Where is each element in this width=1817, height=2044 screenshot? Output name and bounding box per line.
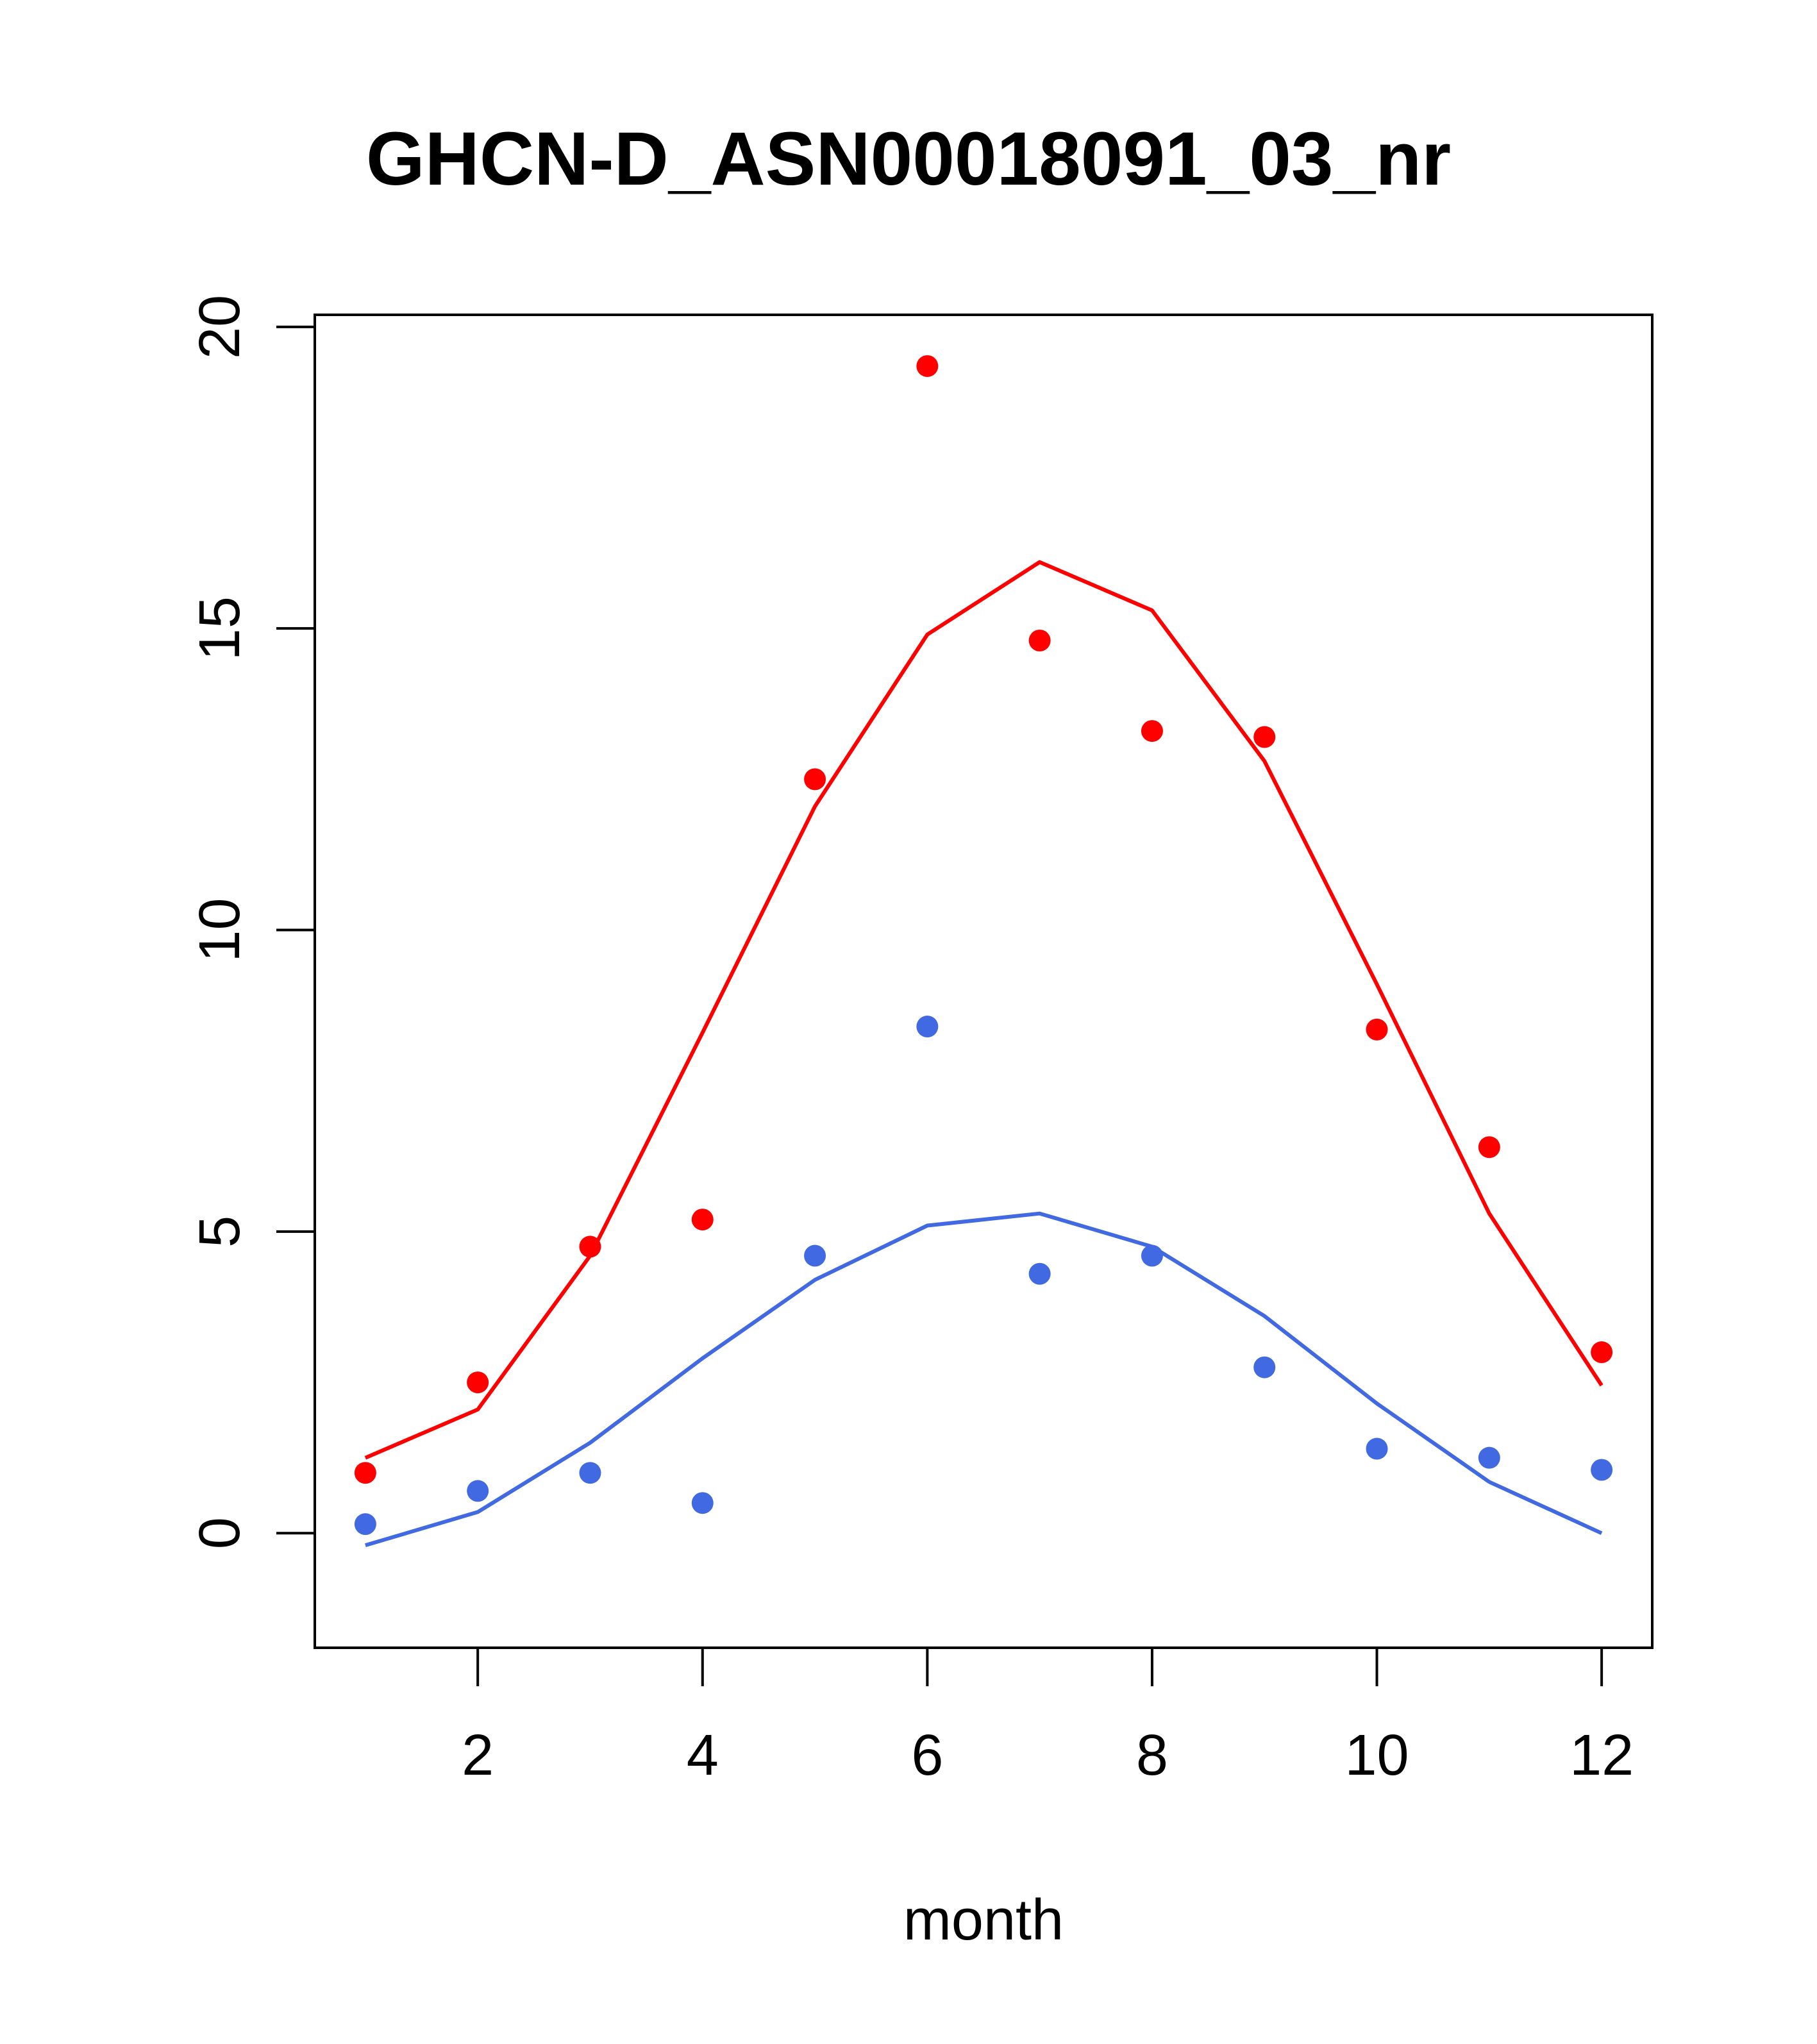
series-2-point-10 [1366,1437,1388,1460]
y-tick-label: 15 [188,596,252,660]
plot-frame [314,314,1654,1649]
x-axis: 2 4 6 8 10 12 [462,1646,1634,1788]
series-2-point-9 [1253,1356,1276,1378]
series-2-point-5 [804,1244,826,1267]
series-1-point-6 [916,355,939,377]
chart-title: GHCN-D_ASN00018091_03_nr [366,117,1451,201]
series-2-point-3 [579,1462,601,1484]
x-tick-label: 12 [1570,1723,1634,1788]
series-1-point-10 [1366,1018,1388,1041]
series-1-point-2 [467,1371,489,1394]
series-1-point-5 [804,768,826,791]
x-tick-label: 6 [911,1723,943,1788]
series-1 [354,355,1613,1484]
x-tick-label: 4 [687,1723,719,1788]
series-2 [354,1016,1613,1547]
series-1-point-8 [1141,720,1163,742]
series-1-point-3 [579,1236,601,1258]
series-2-point-4 [691,1492,714,1514]
series-layer [354,355,1613,1547]
series-2-point-1 [354,1513,376,1536]
series-1-point-1 [354,1462,376,1484]
x-tick-label: 10 [1344,1723,1409,1788]
series-2-point-8 [1141,1244,1163,1267]
series-1-point-11 [1478,1136,1500,1159]
series-2-line [365,1211,1603,1547]
y-tick-label: 10 [188,898,252,962]
series-2-point-12 [1591,1459,1613,1481]
series-1-point-9 [1253,726,1276,748]
y-axis: 0 5 10 15 20 [188,295,316,1549]
x-tick-label: 2 [462,1723,494,1788]
y-tick-label: 5 [188,1216,252,1248]
series-2-point-2 [467,1480,489,1502]
series-1-point-7 [1028,629,1051,651]
series-1-point-4 [691,1209,714,1231]
x-axis-label: month [903,1888,1064,1952]
series-2-point-6 [916,1016,939,1038]
x-tick-label: 8 [1136,1723,1168,1788]
y-tick-label: 0 [188,1517,252,1549]
series-2-point-11 [1478,1446,1500,1469]
series-2-point-7 [1028,1262,1051,1285]
series-1-line [364,560,1603,1460]
series-1-point-12 [1591,1341,1613,1364]
y-tick-label: 20 [188,295,252,359]
